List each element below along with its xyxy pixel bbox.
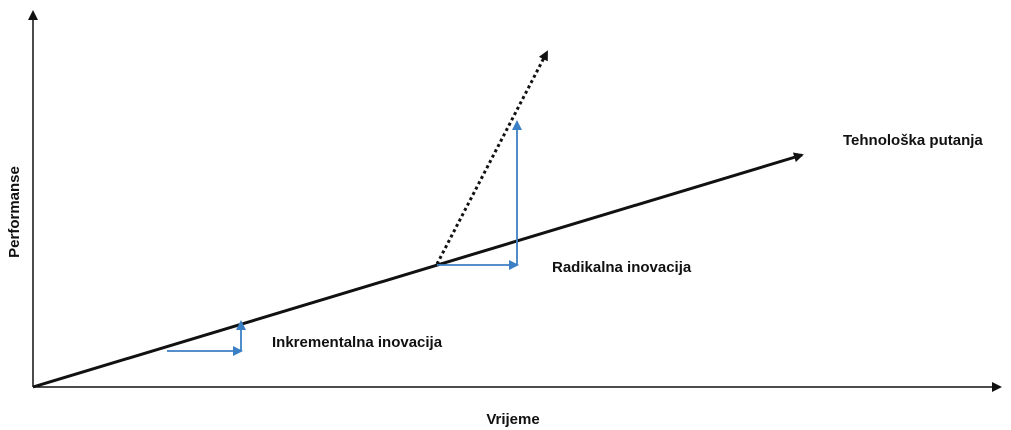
- trajectory-label: Tehnološka putanja: [843, 132, 983, 149]
- radical-label: Radikalna inovacija: [552, 259, 692, 276]
- x-axis-label: Vrijeme: [486, 411, 539, 428]
- incremental-label: Inkrementalna inovacija: [272, 334, 443, 351]
- radical-dotted-line: [435, 50, 549, 265]
- y-axis-label: Performanse: [6, 166, 23, 258]
- trajectory-line: [32, 152, 804, 389]
